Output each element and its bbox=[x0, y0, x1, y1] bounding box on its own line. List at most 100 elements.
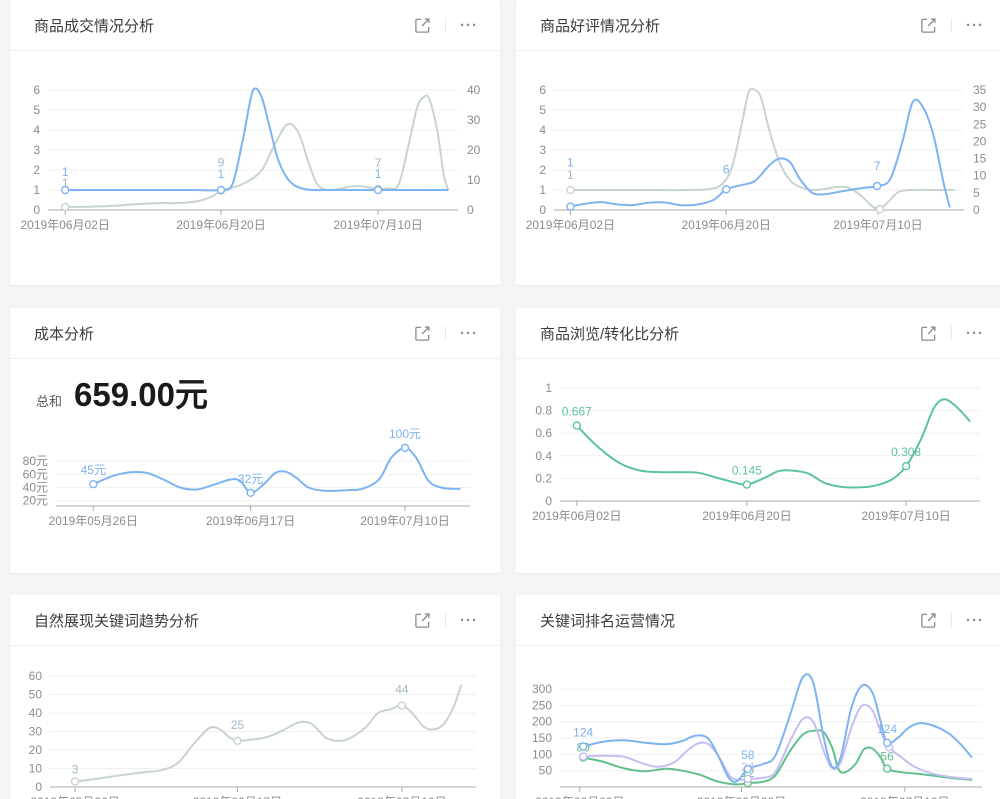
svg-text:5: 5 bbox=[539, 103, 546, 117]
more-menu-button[interactable]: ··· bbox=[460, 16, 478, 34]
total-stat: 总和 659.00元 bbox=[36, 368, 208, 416]
svg-text:0.2: 0.2 bbox=[535, 471, 552, 485]
svg-text:2019年07月10日: 2019年07月10日 bbox=[360, 514, 449, 528]
card-actions: ··· bbox=[917, 322, 986, 344]
svg-text:0.4: 0.4 bbox=[535, 449, 552, 463]
export-icon bbox=[920, 17, 936, 33]
svg-text:1: 1 bbox=[375, 167, 382, 181]
svg-text:1: 1 bbox=[62, 165, 69, 179]
keyword-trend-line-chart[interactable]: 0 10 20 30 40 50 60 2019年05月26日 2019年06月17日 2019年… bbox=[10, 665, 500, 799]
header-divider bbox=[445, 18, 446, 32]
svg-text:20: 20 bbox=[29, 743, 43, 757]
svg-text:2: 2 bbox=[539, 163, 546, 177]
svg-text:40: 40 bbox=[467, 83, 481, 97]
review-line-chart[interactable]: 0 1 2 3 4 5 6 0 5 10 15 20 25 30 35 2019年06月02日 2019年06月… bbox=[516, 60, 1000, 255]
svg-text:45元: 45元 bbox=[81, 463, 106, 477]
export-icon bbox=[414, 325, 430, 341]
header-divider bbox=[445, 326, 446, 340]
card-title: 商品好评情况分析 bbox=[540, 17, 661, 35]
card-header: 自然展现关键词趋势分析 ··· bbox=[10, 595, 500, 646]
svg-text:6: 6 bbox=[33, 83, 40, 97]
svg-text:2019年07月10日: 2019年07月10日 bbox=[357, 795, 446, 799]
svg-text:0.8: 0.8 bbox=[535, 404, 552, 418]
svg-text:2: 2 bbox=[33, 163, 40, 177]
more-menu-button[interactable]: ··· bbox=[460, 611, 478, 629]
export-button[interactable] bbox=[411, 322, 433, 344]
svg-text:60: 60 bbox=[29, 669, 43, 683]
svg-text:2019年07月10日: 2019年07月10日 bbox=[833, 218, 922, 232]
svg-text:2019年07月10日: 2019年07月10日 bbox=[333, 218, 422, 232]
svg-text:20元: 20元 bbox=[23, 494, 48, 508]
svg-text:0.308: 0.308 bbox=[891, 445, 921, 459]
svg-text:2019年06月02日: 2019年06月02日 bbox=[532, 509, 621, 523]
svg-text:2019年06月20日: 2019年06月20日 bbox=[697, 795, 786, 799]
transaction-line-chart[interactable]: 0 1 2 3 4 5 6 0 10 20 30 40 2019年06月02日 2019年06月20日 20… bbox=[10, 60, 500, 255]
svg-text:0: 0 bbox=[33, 203, 40, 217]
svg-text:20: 20 bbox=[973, 134, 987, 148]
svg-text:30: 30 bbox=[973, 100, 987, 114]
svg-text:4: 4 bbox=[539, 123, 546, 137]
svg-text:200: 200 bbox=[532, 715, 552, 729]
svg-text:100: 100 bbox=[532, 747, 552, 761]
card-conversion-analysis: 商品浏览/转化比分析 ··· 0 0.2 0.4 0.6 0.8 1 2019年06月02日… bbox=[516, 308, 1000, 573]
export-button[interactable] bbox=[917, 322, 939, 344]
svg-text:30: 30 bbox=[29, 725, 43, 739]
svg-text:2019年07月10日: 2019年07月10日 bbox=[861, 509, 950, 523]
conversion-line-chart[interactable]: 0 0.2 0.4 0.6 0.8 1 2019年06月02日 2019年06月20日 2019… bbox=[516, 363, 1000, 538]
svg-text:2019年06月20日: 2019年06月20日 bbox=[681, 218, 770, 232]
svg-text:2019年06月02日: 2019年06月02日 bbox=[535, 795, 624, 799]
svg-text:2019年06月20日: 2019年06月20日 bbox=[176, 218, 265, 232]
export-button[interactable] bbox=[411, 14, 433, 36]
svg-text:124: 124 bbox=[877, 722, 897, 736]
export-icon bbox=[920, 325, 936, 341]
cost-line-chart[interactable]: 20元 40元 60元 80元 2019年05月26日 2019年06月17日 2019年0… bbox=[10, 426, 500, 543]
svg-text:0: 0 bbox=[467, 203, 474, 217]
svg-text:1: 1 bbox=[62, 176, 69, 190]
card-title: 商品成交情况分析 bbox=[34, 17, 155, 35]
more-menu-button[interactable]: ··· bbox=[966, 324, 984, 342]
svg-text:1: 1 bbox=[539, 183, 546, 197]
keyword-ranking-line-chart[interactable]: 50 100 150 200 250 300 2019年06月02日 2019年06月20日 2… bbox=[516, 665, 1000, 799]
svg-text:0: 0 bbox=[973, 203, 980, 217]
svg-text:100元: 100元 bbox=[389, 427, 421, 441]
card-transaction-analysis: 商品成交情况分析 ··· 0 1 2 3 4 5 6 0 10 20 30 40 2019年06月02日… bbox=[10, 0, 500, 285]
svg-text:44: 44 bbox=[395, 683, 409, 697]
svg-text:4: 4 bbox=[33, 123, 40, 137]
card-keyword-trend-analysis: 自然展现关键词趋势分析 ··· 0 10 20 30 40 50 60 2019年05月26日… bbox=[10, 595, 500, 799]
card-title: 商品浏览/转化比分析 bbox=[540, 325, 680, 343]
svg-text:2019年05月26日: 2019年05月26日 bbox=[30, 795, 119, 799]
card-actions: ··· bbox=[917, 14, 986, 36]
card-actions: ··· bbox=[411, 322, 480, 344]
svg-text:3: 3 bbox=[72, 763, 79, 777]
export-icon bbox=[920, 612, 936, 628]
svg-text:0: 0 bbox=[545, 494, 552, 508]
svg-text:20: 20 bbox=[467, 143, 481, 157]
export-button[interactable] bbox=[917, 14, 939, 36]
card-title: 自然展现关键词趋势分析 bbox=[34, 612, 200, 630]
svg-text:0.145: 0.145 bbox=[732, 464, 762, 478]
svg-text:25: 25 bbox=[973, 117, 987, 131]
card-header: 商品浏览/转化比分析 ··· bbox=[516, 308, 1000, 359]
more-menu-button[interactable]: ··· bbox=[460, 324, 478, 342]
svg-text:1: 1 bbox=[218, 167, 225, 181]
export-button[interactable] bbox=[917, 609, 939, 631]
header-divider bbox=[951, 613, 952, 627]
svg-text:50: 50 bbox=[29, 688, 43, 702]
svg-text:6: 6 bbox=[723, 162, 730, 176]
more-menu-button[interactable]: ··· bbox=[966, 16, 984, 34]
export-button[interactable] bbox=[411, 609, 433, 631]
svg-text:56: 56 bbox=[880, 750, 894, 764]
svg-text:7: 7 bbox=[375, 156, 382, 170]
svg-text:10: 10 bbox=[467, 173, 481, 187]
svg-text:2019年06月02日: 2019年06月02日 bbox=[526, 218, 615, 232]
svg-text:2019年06月17日: 2019年06月17日 bbox=[193, 795, 282, 799]
svg-text:0.667: 0.667 bbox=[562, 405, 592, 419]
svg-text:3: 3 bbox=[33, 143, 40, 157]
stat-label: 总和 bbox=[36, 394, 63, 409]
card-actions: ··· bbox=[411, 609, 480, 631]
svg-text:50: 50 bbox=[539, 764, 553, 778]
svg-text:250: 250 bbox=[532, 698, 552, 712]
svg-text:2019年06月17日: 2019年06月17日 bbox=[206, 514, 295, 528]
svg-text:7: 7 bbox=[874, 159, 881, 173]
more-menu-button[interactable]: ··· bbox=[966, 611, 984, 629]
